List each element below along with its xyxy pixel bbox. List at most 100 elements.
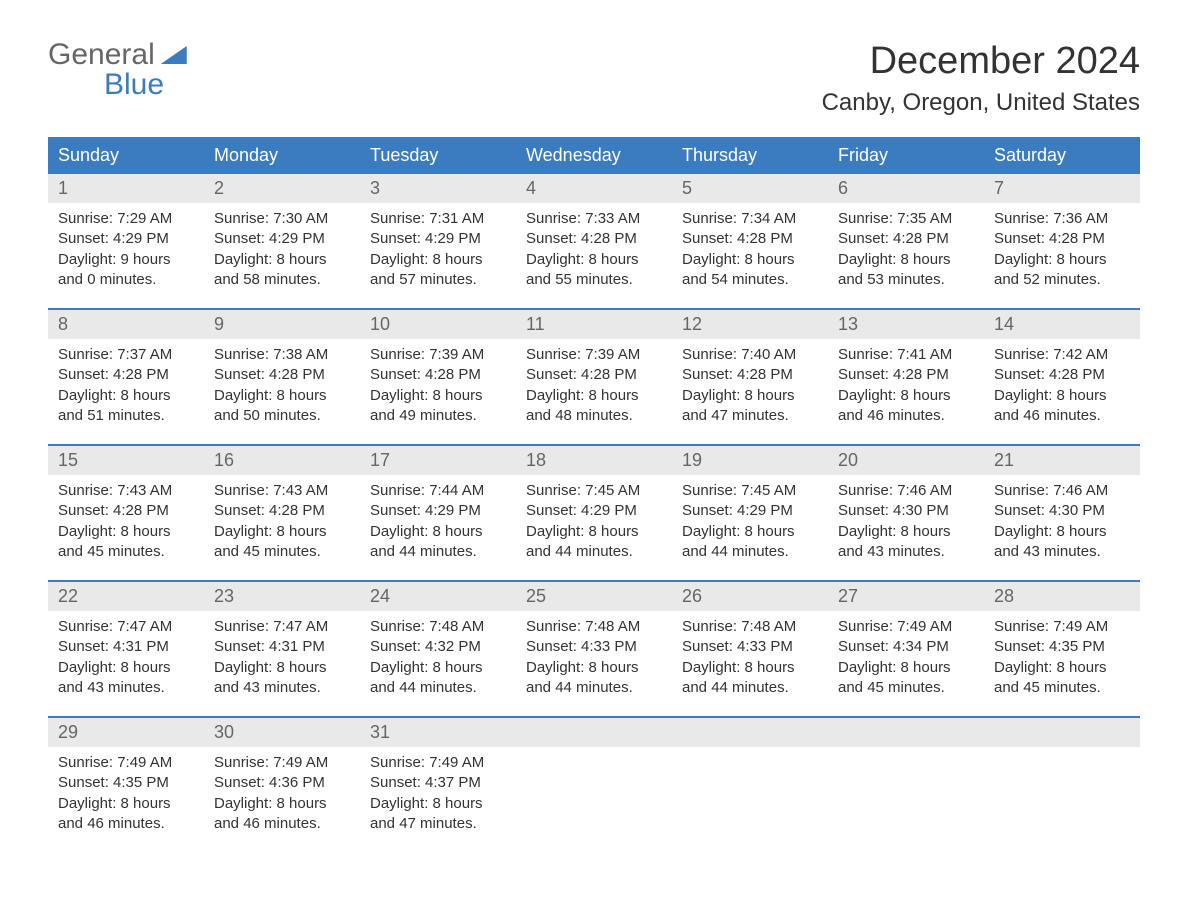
sunrise-line: Sunrise: 7:38 AM xyxy=(214,345,350,365)
sunrise-line: Sunrise: 7:49 AM xyxy=(994,617,1130,637)
day-cell: Sunrise: 7:42 AMSunset: 4:28 PMDaylight:… xyxy=(984,339,1140,426)
day-cell xyxy=(516,747,672,834)
daylight-line: Daylight: 9 hours and 0 minutes. xyxy=(58,250,194,291)
dow-thursday: Thursday xyxy=(672,137,828,174)
daylight-line: Daylight: 8 hours and 46 minutes. xyxy=(214,794,350,835)
sunrise-line: Sunrise: 7:49 AM xyxy=(838,617,974,637)
daylight-line: Daylight: 8 hours and 48 minutes. xyxy=(526,386,662,427)
day-cell: Sunrise: 7:49 AMSunset: 4:35 PMDaylight:… xyxy=(48,747,204,834)
day-number: 9 xyxy=(204,310,360,339)
sunrise-line: Sunrise: 7:46 AM xyxy=(994,481,1130,501)
day-number: 21 xyxy=(984,446,1140,475)
day-cell: Sunrise: 7:30 AMSunset: 4:29 PMDaylight:… xyxy=(204,203,360,290)
day-number: 2 xyxy=(204,174,360,203)
day-cell: Sunrise: 7:49 AMSunset: 4:35 PMDaylight:… xyxy=(984,611,1140,698)
daylight-line: Daylight: 8 hours and 45 minutes. xyxy=(994,658,1130,699)
week-block: 891011121314Sunrise: 7:37 AMSunset: 4:28… xyxy=(48,308,1140,426)
day-number: 28 xyxy=(984,582,1140,611)
day-cell: Sunrise: 7:49 AMSunset: 4:34 PMDaylight:… xyxy=(828,611,984,698)
day-number: 26 xyxy=(672,582,828,611)
sunset-line: Sunset: 4:28 PM xyxy=(370,365,506,385)
logo-top: General xyxy=(48,40,187,70)
day-number: 15 xyxy=(48,446,204,475)
header: General Blue December 2024 Canby, Oregon… xyxy=(48,40,1140,117)
sunrise-line: Sunrise: 7:49 AM xyxy=(214,753,350,773)
sunset-line: Sunset: 4:32 PM xyxy=(370,637,506,657)
day-number: 7 xyxy=(984,174,1140,203)
week-body-row: Sunrise: 7:47 AM Sunset: 4:31 PM Daylight:… xyxy=(48,611,1140,698)
sunset-line: Sunset: 4:30 PM xyxy=(838,501,974,521)
sunset-line: Sunset: 4:33 PM xyxy=(526,637,662,657)
day-cell: Sunrise: 7:48 AMSunset: 4:33 PMDaylight:… xyxy=(672,611,828,698)
sunset-line: Sunset: 4:28 PM xyxy=(994,229,1130,249)
daylight-line: Daylight: 8 hours and 54 minutes. xyxy=(682,250,818,291)
day-cell: Sunrise: 7:39 AMSunset: 4:28 PMDaylight:… xyxy=(516,339,672,426)
daylight-line: Daylight: 8 hours and 46 minutes. xyxy=(58,794,194,835)
day-number: 19 xyxy=(672,446,828,475)
day-number: 18 xyxy=(516,446,672,475)
daynum-row: 1234567 xyxy=(48,174,1140,203)
sunrise-line: Sunrise: 7:43 AM xyxy=(214,481,350,501)
day-number: 20 xyxy=(828,446,984,475)
day-number: 23 xyxy=(204,582,360,611)
sunrise-line: Sunrise: 7:43 AM xyxy=(58,481,194,501)
day-number: 30 xyxy=(204,718,360,747)
day-cell: Sunrise: 7:45 AMSunset: 4:29 PMDaylight:… xyxy=(672,475,828,562)
day-number: 14 xyxy=(984,310,1140,339)
daylight-line: Daylight: 8 hours and 44 minutes. xyxy=(370,658,506,699)
daylight-line: Daylight: 8 hours and 46 minutes. xyxy=(838,386,974,427)
logo: General Blue xyxy=(48,40,187,100)
sunrise-line: Sunrise: 7:44 AM xyxy=(370,481,506,501)
daylight-line: Daylight: 8 hours and 44 minutes. xyxy=(682,658,818,699)
day-cell: Sunrise: 7:43 AMSunset: 4:28 PMDaylight:… xyxy=(48,475,204,562)
daylight-line: Daylight: 8 hours and 45 minutes. xyxy=(214,522,350,563)
sunset-line: Sunset: 4:31 PM xyxy=(58,637,194,657)
sunrise-line: Sunrise: 7:31 AM xyxy=(370,209,506,229)
day-number: 4 xyxy=(516,174,672,203)
sunrise-line: Sunrise: 7:37 AM xyxy=(58,345,194,365)
week-body-row: Sunrise: 7:49 AMSunset: 4:35 PMDaylight:… xyxy=(48,747,1140,834)
week-block: 15161718192021Sunrise: 7:43 AMSunset: 4:… xyxy=(48,444,1140,562)
day-number xyxy=(828,718,984,747)
day-cell: Sunrise: 7:47 AMSunset: 4:31 PMDaylight:… xyxy=(48,611,204,698)
daylight-line: Daylight: 8 hours and 51 minutes. xyxy=(58,386,194,427)
daylight-line: Daylight: 8 hours and 45 minutes. xyxy=(58,522,194,563)
sunrise-line: Sunrise: 7:46 AM xyxy=(838,481,974,501)
day-number: 11 xyxy=(516,310,672,339)
day-number: 24 xyxy=(360,582,516,611)
sunrise-line: Sunrise: 7:39 AM xyxy=(370,345,506,365)
sunrise-line: Sunrise: 7:49 AM xyxy=(370,753,506,773)
day-number: 1 xyxy=(48,174,204,203)
sunrise-line: Sunrise: 7:47 AM xyxy=(214,617,350,637)
week-body-row: Sunrise: 7:43 AMSunset: 4:28 PMDaylight:… xyxy=(48,475,1140,562)
day-number: 31 xyxy=(360,718,516,747)
day-number: 25 xyxy=(516,582,672,611)
day-number: 17 xyxy=(360,446,516,475)
sunset-line: Sunset: 4:29 PM xyxy=(370,229,506,249)
day-number: 5 xyxy=(672,174,828,203)
flag-icon xyxy=(161,46,187,64)
day-cell: Sunrise: 7:49 AMSunset: 4:36 PMDaylight:… xyxy=(204,747,360,834)
week-body-row: Sunrise: 7:37 AMSunset: 4:28 PMDaylight:… xyxy=(48,339,1140,426)
sunset-line: Sunset: 4:28 PM xyxy=(682,229,818,249)
day-number: 8 xyxy=(48,310,204,339)
day-cell: Sunrise: 7:46 AMSunset: 4:30 PMDaylight:… xyxy=(828,475,984,562)
daylight-line: Daylight: 8 hours and 55 minutes. xyxy=(526,250,662,291)
sunset-line: Sunset: 4:29 PM xyxy=(370,501,506,521)
sunrise-line: Sunrise: 7:40 AM xyxy=(682,345,818,365)
daynum-row: 22232425262728 xyxy=(48,582,1140,611)
location: Canby, Oregon, United States xyxy=(822,89,1140,117)
day-cell: Sunrise: 7:31 AMSunset: 4:29 PMDaylight:… xyxy=(360,203,516,290)
sunset-line: Sunset: 4:28 PM xyxy=(838,365,974,385)
day-cell xyxy=(672,747,828,834)
day-number: 29 xyxy=(48,718,204,747)
day-cell: Sunrise: 7:49 AMSunset: 4:37 PMDaylight:… xyxy=(360,747,516,834)
sunset-line: Sunset: 4:28 PM xyxy=(58,501,194,521)
sunrise-line: Sunrise: 7:48 AM xyxy=(526,617,662,637)
calendar: Sunday Monday Tuesday Wednesday Thursday… xyxy=(48,137,1140,834)
day-cell: Sunrise: 7:33 AMSunset: 4:28 PMDaylight:… xyxy=(516,203,672,290)
daylight-line: Daylight: 8 hours and 44 minutes. xyxy=(682,522,818,563)
daylight-line: Daylight: 8 hours and 45 minutes. xyxy=(838,658,974,699)
day-cell: Sunrise: 7:35 AMSunset: 4:28 PMDaylight:… xyxy=(828,203,984,290)
sunrise-line: Sunrise: 7:29 AM xyxy=(58,209,194,229)
